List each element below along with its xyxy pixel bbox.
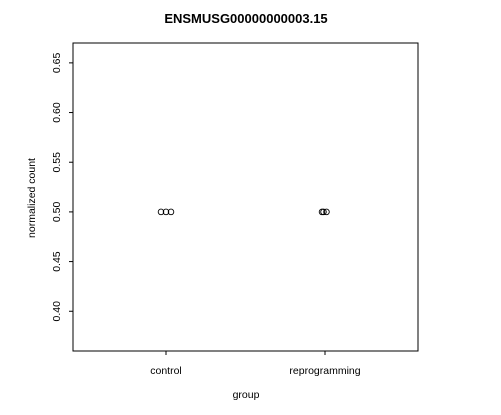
data-point [320, 208, 327, 216]
y-axis-label: normalized count [26, 158, 38, 238]
y-axis: 0.40 0.45 0.50 0.55 0.60 0.65 [51, 52, 73, 321]
y-tick-label: 0.65 [51, 52, 63, 73]
data-points [157, 208, 330, 216]
chart-title: ENSMUSG00000000003.15 [164, 11, 327, 26]
x-axis: control reprogramming [150, 351, 361, 377]
data-point [167, 208, 175, 216]
data-point [157, 208, 165, 216]
y-tick-label: 0.55 [51, 152, 63, 173]
y-tick-label: 0.60 [51, 102, 63, 123]
y-tick-label: 0.50 [51, 202, 63, 223]
x-tick-label: control [150, 365, 182, 377]
plot-frame [72, 42, 419, 352]
data-point [323, 208, 330, 216]
data-point [162, 208, 170, 216]
y-tick-label: 0.45 [51, 251, 63, 272]
x-tick-label: reprogramming [289, 365, 360, 377]
x-axis-label: group [233, 389, 260, 401]
y-tick-label: 0.40 [51, 301, 63, 322]
